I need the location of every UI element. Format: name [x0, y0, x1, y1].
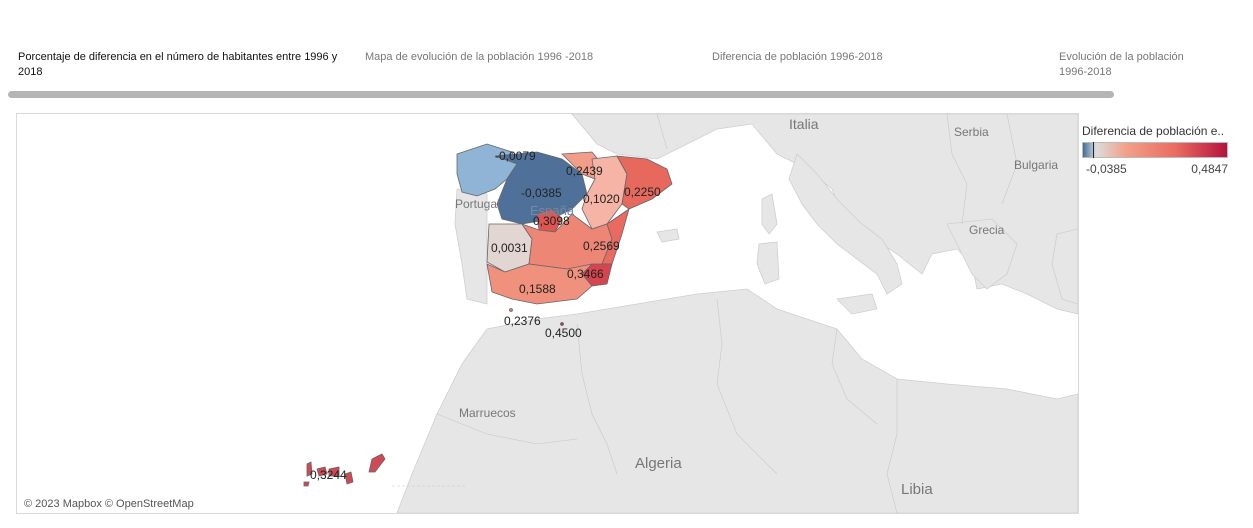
value-label-andalucia: 0,1588: [519, 282, 556, 296]
tab-diferencia-poblacion[interactable]: Diferencia de población 1996-2018: [712, 51, 883, 63]
tab-porcentaje-diferencia[interactable]: Porcentaje de diferencia en el número de…: [18, 51, 338, 78]
value-label-castilla-y-leon: -0,0385: [521, 186, 562, 200]
legend-max-value: 0,4847: [1191, 162, 1228, 176]
value-label-cataluna: 0,2250: [624, 185, 661, 199]
tab-evolucion-poblacion[interactable]: Evolución de la población 1996-2018: [1059, 51, 1184, 78]
label-algeria: Algeria: [635, 455, 682, 472]
value-label-canarias: 0,3244: [310, 468, 347, 482]
region-melilla[interactable]: [560, 322, 564, 326]
value-label-melilla: 0,4500: [545, 326, 582, 340]
label-bulgaria: Bulgaria: [1014, 158, 1058, 172]
horizontal-scrollbar[interactable]: [8, 91, 1114, 98]
label-grecia: Grecia: [969, 223, 1005, 237]
label-italia: Italia: [789, 116, 819, 132]
value-label-madrid: 0,3098: [533, 214, 570, 228]
label-portugal: Portugal: [455, 197, 500, 211]
label-espana: España: [530, 203, 575, 218]
label-marruecos: Marruecos: [459, 406, 516, 420]
region-madrid[interactable]: [536, 208, 563, 233]
map-credit[interactable]: © 2023 Mapbox © OpenStreetMap: [24, 498, 194, 510]
label-serbia: Serbia: [954, 125, 989, 139]
region-andalucia[interactable]: [486, 263, 594, 305]
value-label-extremadura: 0,0031: [491, 241, 528, 255]
basemap-borders: [392, 114, 1018, 513]
tab-mapa-evolucion[interactable]: Mapa de evolución de la población 1996 -…: [365, 51, 594, 63]
value-label-ceuta: 0,2376: [504, 314, 541, 328]
legend-zero-marker: [1093, 142, 1094, 158]
label-libia: Libia: [901, 481, 933, 498]
value-label-murcia: 0,3466: [567, 267, 604, 281]
legend-gradient: [1082, 142, 1228, 158]
value-label-navarra: 0,2439: [566, 164, 603, 178]
color-legend: Diferencia de población e.. -0,0385 0,48…: [1082, 124, 1232, 176]
map-view[interactable]: Italia Serbia Bulgaria Grecia Portugal E…: [16, 113, 1079, 514]
map-canvas: Italia Serbia Bulgaria Grecia Portugal E…: [303, 114, 1078, 513]
basemap-land: [396, 114, 1078, 513]
legend-title: Diferencia de población e..: [1082, 124, 1225, 138]
region-cataluna[interactable]: [616, 155, 673, 210]
value-label-galicia: -0,0079: [495, 149, 536, 163]
region-ceuta[interactable]: [509, 308, 513, 312]
region-canarias[interactable]: [303, 453, 386, 487]
legend-min-value: -0,0385: [1086, 162, 1127, 176]
value-label-castilla-la-mancha: 0,2569: [583, 239, 620, 253]
region-layer: [303, 143, 673, 487]
value-label-aragon: 0,1020: [583, 192, 620, 206]
